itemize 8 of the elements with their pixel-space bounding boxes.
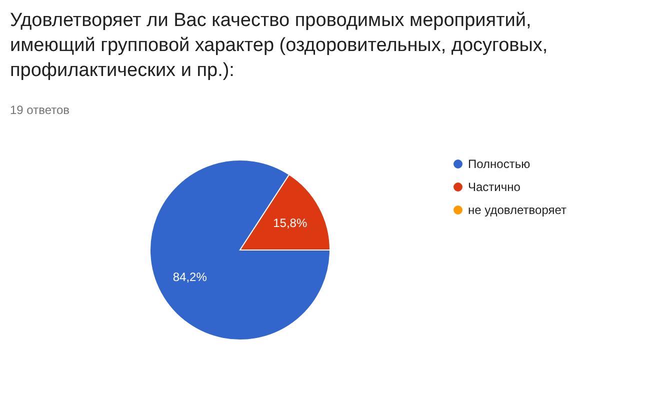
legend-label: Полностью <box>468 157 530 171</box>
pie-slice <box>150 160 330 340</box>
data-label: 15,8% <box>273 216 308 230</box>
legend-label: не удовлетворяет <box>468 203 568 217</box>
data-label: 84,2% <box>172 270 208 284</box>
text: 19 ответов <box>10 103 70 117</box>
chart-title: Удовлетворяет ли Вас качество проводимых мероприятий, имеющий групповой характер (оздоровительных, досуговых, профилактических и пр.): <box>10 9 549 83</box>
legend-label: Частично <box>468 180 521 194</box>
